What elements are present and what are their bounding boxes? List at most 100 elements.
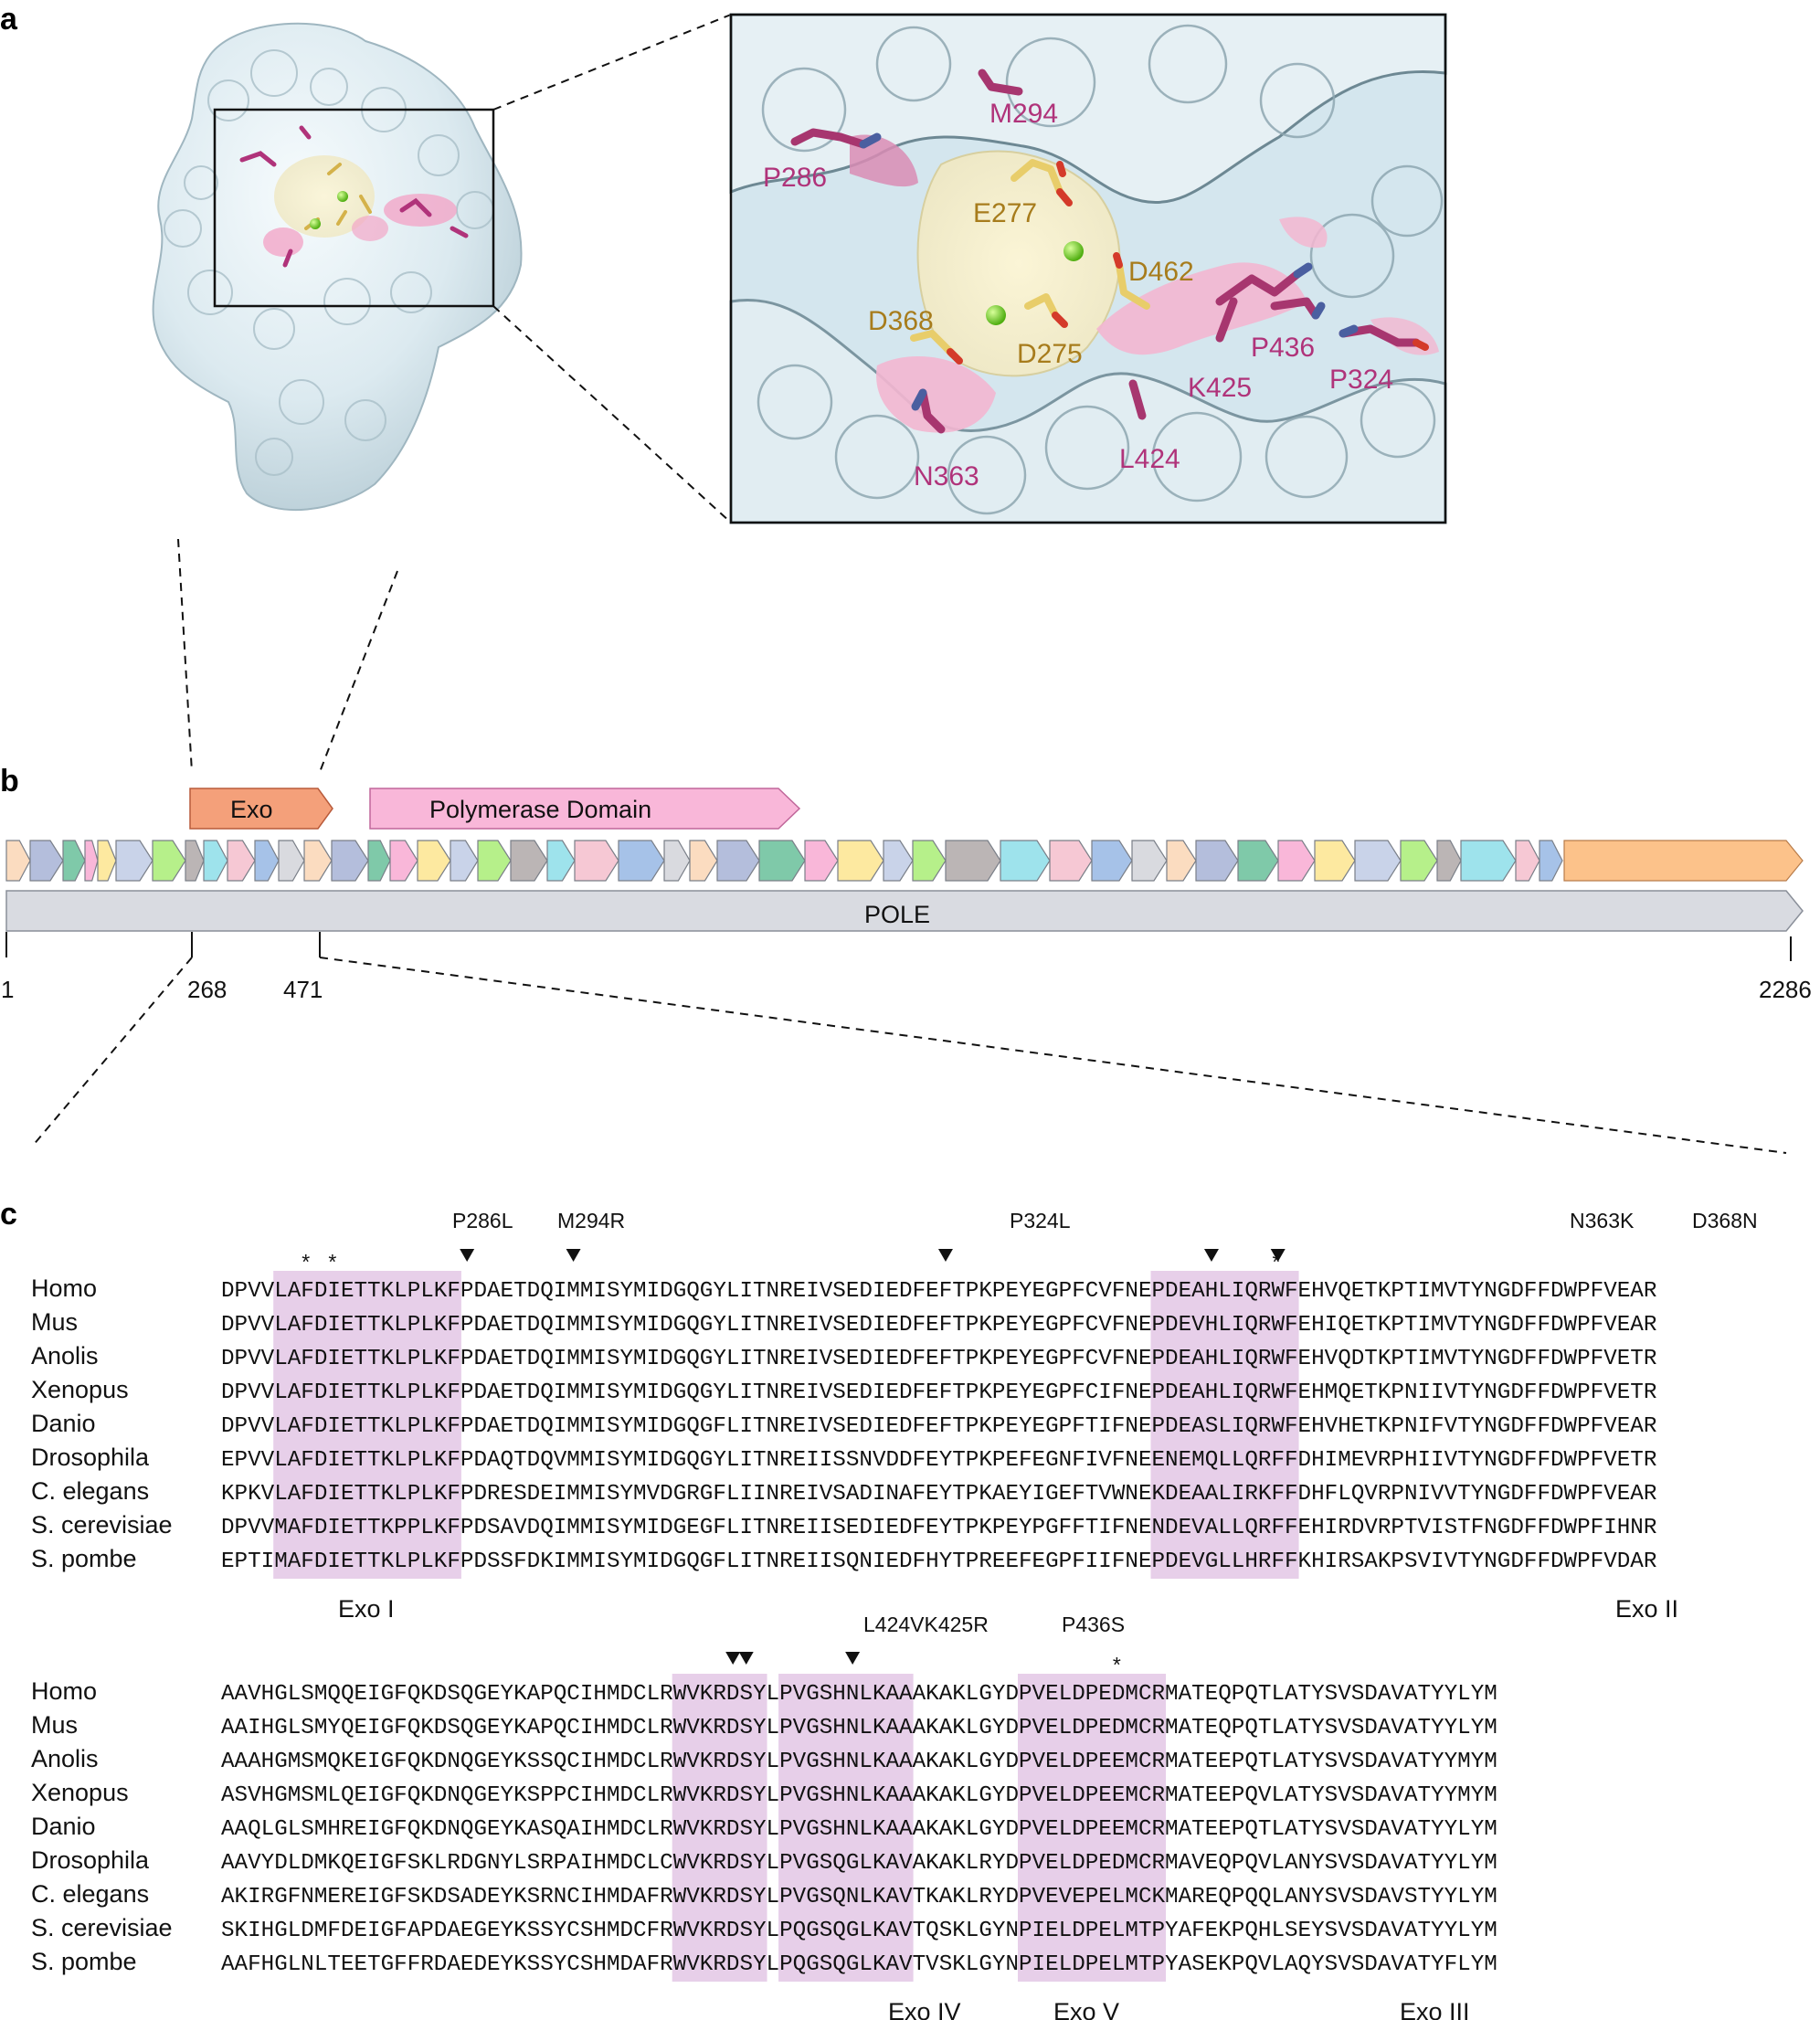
sequence-row: EPTIMAFDIETTKLPLKFPDSSFDKIMMISYMIDGQGFLI…	[221, 1549, 1656, 1574]
feature-arrow	[1314, 840, 1356, 882]
domain-exo: Exo	[189, 788, 333, 830]
feature-arrow	[1166, 840, 1197, 882]
feature-arrow	[574, 840, 619, 882]
residue-label: D368	[868, 306, 934, 336]
zoom-box	[213, 108, 495, 308]
feature-arrow	[1436, 840, 1462, 882]
mutation-marker	[937, 1249, 953, 1262]
feature-arrow	[185, 840, 205, 882]
sequence-row: AKIRGFNMEREIGFSKDSADEYKSRNCIHMDAFRWVKRDS…	[221, 1885, 1497, 1909]
feature-arrow	[1460, 840, 1517, 882]
feature-arrow	[883, 840, 914, 882]
sequence-row: AAVYDLDMKQEIGFSKLRDGNYLSRPAIHMDCLCWVKRDS…	[221, 1851, 1497, 1876]
motif-label: Exo I	[338, 1595, 395, 1623]
sequence-row: AAQLGLSMHREIGFQKDNQGEYKASQAIHMDCLRWVKRDS…	[221, 1817, 1497, 1842]
feature-arrow	[29, 840, 64, 882]
feature-arrow	[804, 840, 839, 882]
feature-arrow	[203, 840, 228, 882]
feature-arrow	[5, 840, 31, 882]
species-label: C. elegans	[31, 1880, 149, 1908]
domain-polymerase: Polymerase Domain	[369, 788, 801, 830]
svg-text:Exo: Exo	[230, 796, 273, 823]
residue-label: E277	[973, 198, 1037, 228]
catalytic-residue-star: *	[328, 1250, 336, 1274]
mutation-marker	[1270, 1249, 1286, 1262]
feature-arrow	[663, 840, 691, 882]
species-label: Anolis	[31, 1342, 99, 1370]
panel-letter-b: b	[0, 764, 19, 798]
sequence-row: KPKVLAFDIETTKLPLKFPDRESDEIMMISYMVDGRGFLI…	[221, 1482, 1656, 1507]
sequence-row: DPVVLAFDIETTKLPLKFPDAETDQIMMISYMIDGQGYLI…	[221, 1279, 1656, 1304]
residue-label: P436	[1251, 333, 1315, 363]
feature-arrow	[1049, 840, 1093, 882]
sequence-row: AAVHGLSMQQEIGFQKDSQGEYKAPQCIHMDCLRWVKRDS…	[221, 1682, 1497, 1707]
position-label: 2286	[1759, 976, 1812, 1003]
position-label: 268	[187, 976, 227, 1003]
species-label: S. cerevisiae	[31, 1914, 173, 1941]
panel-letter-c: c	[0, 1197, 17, 1232]
feature-arrow	[254, 840, 280, 882]
sequence-row: AAFHGLNLTEETGFFRDAEDEYKSSYCSHMDAFRWVKRDS…	[221, 1952, 1497, 1977]
protein-surface-overview	[152, 22, 523, 512]
feature-arrow	[1237, 840, 1279, 882]
active-site-zoom	[729, 13, 1447, 524]
mutation-label: M294R	[557, 1209, 625, 1232]
mutation-marker	[725, 1652, 741, 1665]
feature-arrow	[417, 840, 451, 882]
alignment-dashes	[31, 957, 1787, 1154]
residue-label: P324	[1329, 365, 1393, 395]
svg-text:Polymerase Domain: Polymerase Domain	[429, 796, 651, 823]
feature-arrow	[115, 840, 153, 882]
feature-arrow	[367, 840, 391, 882]
species-label: Homo	[31, 1274, 97, 1302]
catalytic-residue-star: *	[1113, 1653, 1121, 1676]
feature-arrow	[97, 840, 117, 882]
feature-arrow	[1539, 840, 1563, 882]
species-label: C. elegans	[31, 1477, 149, 1505]
residue-label: D462	[1128, 257, 1194, 287]
species-label: Xenopus	[31, 1376, 129, 1403]
motif-highlight	[273, 1271, 461, 1579]
feature-arrow	[331, 840, 369, 882]
alignment-block-1: Homo DPVVLAFDIETTKLPLKFPDAETDQIMMISYMIDGQ…	[31, 1209, 1758, 1623]
motif-label: Exo V	[1053, 1998, 1119, 2020]
species-label: Anolis	[31, 1745, 99, 1772]
mutation-marker	[1203, 1249, 1219, 1262]
feature-arrow	[303, 840, 333, 882]
feature-arrow	[1277, 840, 1316, 882]
feature-arrow	[1000, 840, 1051, 882]
feature-arrow	[227, 840, 256, 882]
position-label: 471	[283, 976, 323, 1003]
motif-label: Exo III	[1400, 1998, 1470, 2020]
feature-arrow	[1195, 840, 1239, 882]
sequence-row: DPVVLAFDIETTKLPLKFPDAETDQIMMISYMIDGQGYLI…	[221, 1380, 1656, 1405]
motif-label: Exo II	[1615, 1595, 1678, 1623]
sequence-row: DPVVLAFDIETTKLPLKFPDAETDQIMMISYMIDGQGYLI…	[221, 1347, 1656, 1371]
sequence-row: AAAHGMSMQKEIGFQKDNQGEYKSSQCIHMDCLRWVKRDS…	[221, 1750, 1497, 1774]
feature-arrow	[689, 840, 718, 882]
residue-label: L424	[1119, 444, 1180, 474]
mutation-label: P436S	[1062, 1613, 1125, 1636]
svg-text:POLE: POLE	[864, 901, 930, 928]
residue-label: N363	[914, 461, 979, 492]
sequence-row: DPVVMAFDIETTKPPLKFPDSAVDQIMMISYMIDGEGFLI…	[221, 1516, 1656, 1540]
sequence-row: DPVVLAFDIETTKLPLKFPDAETDQIMMISYMIDGQGFLI…	[221, 1414, 1656, 1439]
pole-gene-bar: POLE	[5, 890, 1804, 932]
feature-arrow	[278, 840, 305, 882]
sequence-row: SKIHGLDMFDEIGFAPDAEGEYKSSYCSHMDCFRWVKRDS…	[221, 1919, 1497, 1943]
mutation-marker	[845, 1652, 861, 1665]
mutation-marker	[566, 1249, 581, 1262]
feature-arrow	[152, 840, 186, 882]
panel-letter-a: a	[0, 2, 18, 37]
feature-arrow	[1515, 840, 1540, 882]
motif-label: Exo IV	[888, 1998, 961, 2020]
mutation-label: L424VK425R	[863, 1613, 989, 1636]
feature-arrow	[62, 840, 86, 882]
feature-arrow	[389, 840, 418, 882]
species-label: Drosophila	[31, 1846, 150, 1874]
feature-arrow-track	[5, 840, 1804, 882]
species-label: S. pombe	[31, 1545, 137, 1572]
feature-arrow	[618, 840, 665, 882]
species-label: S. cerevisiae	[31, 1511, 173, 1539]
zoom-dashes	[177, 14, 732, 773]
